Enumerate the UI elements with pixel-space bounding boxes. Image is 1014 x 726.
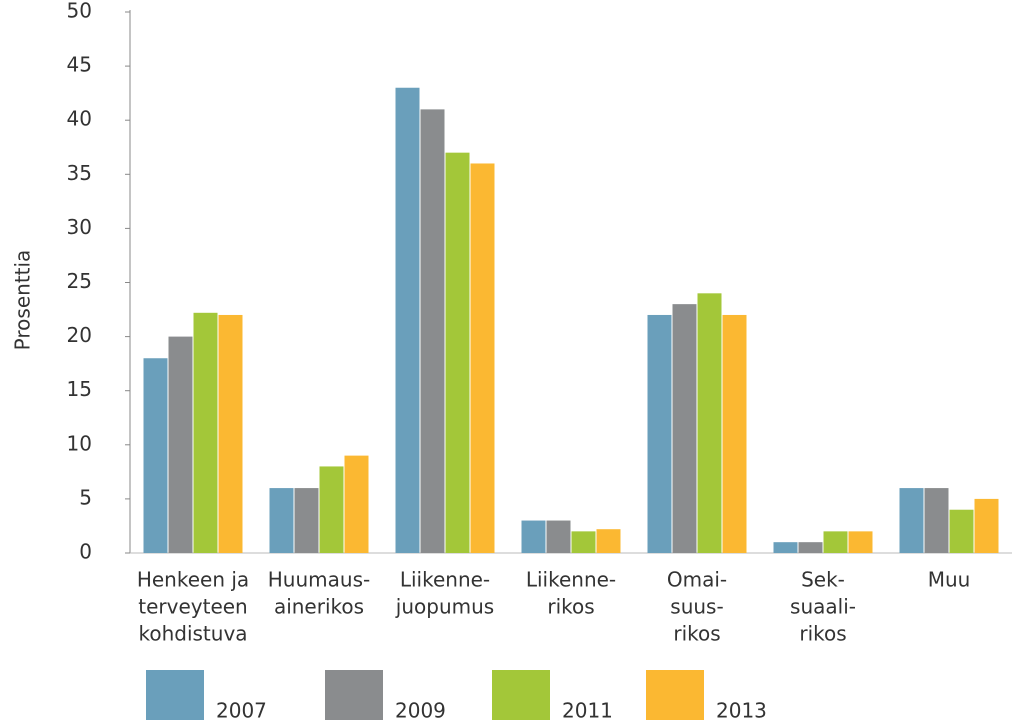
x-tick-label: Liikenne- (526, 568, 616, 592)
x-tick-label: Henkeen ja (137, 568, 249, 592)
bar (193, 312, 218, 553)
y-tick-label: 40 (67, 107, 92, 131)
x-tick-label: Muu (928, 568, 971, 592)
bar (168, 336, 193, 553)
bar (546, 520, 571, 553)
bar (571, 531, 596, 553)
legend-label: 2009 (395, 699, 446, 723)
legend-label: 2011 (562, 699, 613, 723)
y-tick-label: 0 (79, 540, 92, 564)
x-tick-label: Huumaus- (268, 568, 370, 592)
bar (521, 520, 546, 553)
x-tick-label: rikos (799, 622, 846, 646)
legend-swatch (325, 670, 383, 720)
x-tick-label: suus- (670, 595, 723, 619)
y-tick-label: 45 (67, 53, 92, 77)
bar (974, 498, 999, 553)
y-tick-label: 20 (67, 323, 92, 347)
x-tick-label: terveyteen (138, 595, 247, 619)
y-tick-label: 50 (67, 0, 92, 23)
y-tick-label: 10 (67, 431, 92, 455)
bar (773, 542, 798, 553)
bar (798, 542, 823, 553)
legend-label: 2007 (216, 699, 267, 723)
bar (319, 466, 344, 553)
y-tick-label: 30 (67, 215, 92, 239)
bar (420, 109, 445, 553)
x-tick-label: kohdistuva (138, 622, 247, 646)
x-tick-label: ainerikos (274, 595, 364, 619)
x-tick-label: Omai- (667, 568, 727, 592)
bar (470, 163, 495, 554)
bar (672, 304, 697, 553)
y-tick-label: 5 (79, 485, 92, 509)
bar (899, 488, 924, 553)
bar (647, 314, 672, 553)
legend-swatch (146, 670, 204, 720)
legend-label: 2013 (716, 699, 767, 723)
x-tick-label: rikos (547, 595, 594, 619)
y-axis-label: Prosenttia (11, 250, 35, 351)
legend-swatch (646, 670, 704, 720)
y-tick-label: 25 (67, 269, 92, 293)
bar (218, 314, 243, 553)
bar (924, 488, 949, 553)
bar (294, 488, 319, 553)
x-tick-label: juopumus (395, 595, 494, 619)
y-tick-label: 15 (67, 377, 92, 401)
bar (143, 358, 168, 553)
bar (722, 314, 747, 553)
bar (823, 531, 848, 553)
y-tick-label: 35 (67, 161, 92, 185)
bar (697, 293, 722, 553)
x-tick-label: rikos (673, 622, 720, 646)
legend-swatch (492, 670, 550, 720)
bar (596, 529, 621, 553)
bar (848, 531, 873, 553)
x-tick-label: Sek- (801, 568, 845, 592)
bar (269, 488, 294, 553)
x-tick-label: Liikenne- (400, 568, 490, 592)
bar (445, 152, 470, 553)
x-tick-label: suaali- (790, 595, 856, 619)
bar (949, 509, 974, 553)
bar (344, 455, 369, 553)
bar (395, 87, 420, 554)
